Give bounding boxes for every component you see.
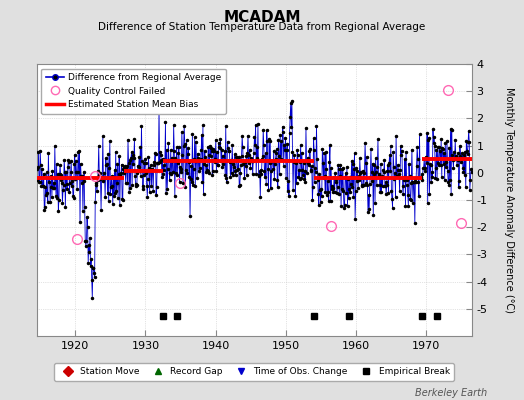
Legend: Difference from Regional Average, Quality Control Failed, Estimated Station Mean: Difference from Regional Average, Qualit… <box>41 68 226 114</box>
Text: Difference of Station Temperature Data from Regional Average: Difference of Station Temperature Data f… <box>99 22 425 32</box>
Legend: Station Move, Record Gap, Time of Obs. Change, Empirical Break: Station Move, Record Gap, Time of Obs. C… <box>54 363 454 381</box>
Text: MCADAM: MCADAM <box>223 10 301 25</box>
Y-axis label: Monthly Temperature Anomaly Difference (°C): Monthly Temperature Anomaly Difference (… <box>504 87 514 313</box>
Text: Berkeley Earth: Berkeley Earth <box>415 388 487 398</box>
